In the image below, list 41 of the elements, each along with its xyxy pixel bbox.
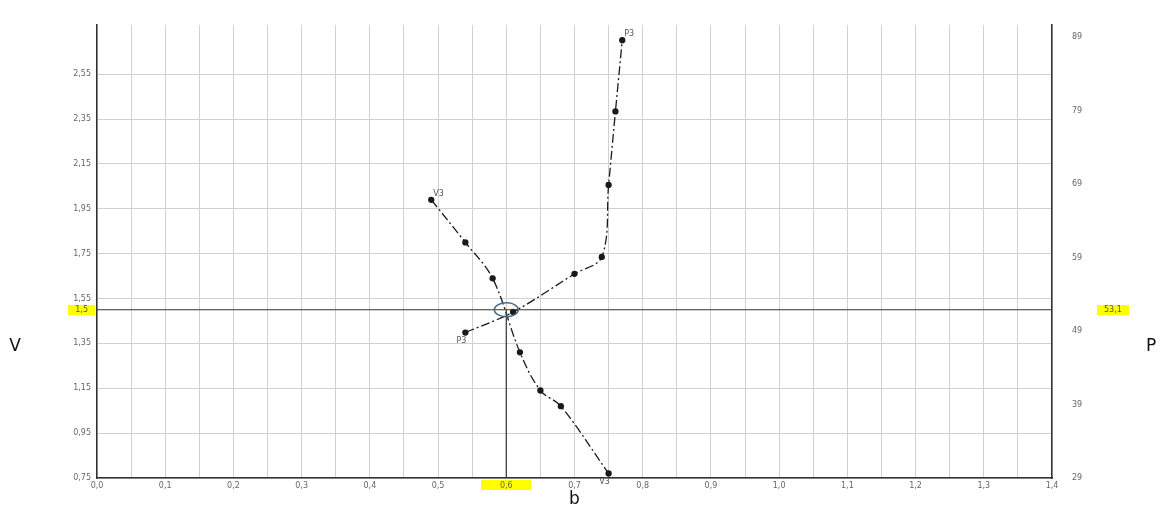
x-tick-label: 0,5 [431, 480, 445, 490]
text: V3 [599, 476, 610, 486]
y-tick-label: 0,75 [73, 473, 91, 483]
y2-tick-label: 79 [1072, 105, 1083, 115]
y2-tick-label: 29 [1072, 473, 1083, 483]
x-tick-label: 0,1 [158, 480, 172, 490]
y2-tick-label: 69 [1072, 179, 1083, 189]
y-tick-label: 1,15 [73, 383, 91, 393]
x-tick-label: 0,3 [295, 480, 309, 490]
y-tick-label: 2,55 [73, 69, 91, 79]
y-tick-label: 0,95 [73, 428, 91, 438]
x-tick-label: 0,7 [568, 480, 581, 490]
x-tick-label: 1,4 [1045, 480, 1059, 490]
x-tick-label: 0,8 [636, 480, 650, 490]
x-tick-label: 0,4 [363, 480, 377, 490]
y-tick-label: 1,35 [73, 338, 91, 348]
y2-tick-label: 39 [1072, 399, 1083, 409]
text: 53,1 [1104, 304, 1122, 314]
text: P3 [456, 335, 467, 345]
x-tick-label: 1,1 [840, 480, 854, 490]
x-axis-title: b [569, 488, 580, 507]
y-tick-label: 1,55 [73, 293, 91, 303]
x-tick-label: 1,3 [977, 480, 991, 490]
x-tick-label: 1,2 [909, 480, 922, 490]
x-tick-label: 1,0 [772, 480, 786, 490]
x-tick-label: 0,2 [227, 480, 240, 490]
y-tick-label: 2,15 [73, 158, 91, 168]
series-label: V3 [433, 188, 444, 198]
ref-line-label: 1,5 [75, 304, 89, 314]
y-tick-label: 2,35 [73, 114, 91, 124]
y-tick-label: 1,95 [73, 203, 91, 213]
y-tick-label: 1,75 [73, 248, 91, 258]
x-tick-label: 0,0 [90, 480, 104, 490]
x-tick-label: 0,6 [499, 480, 513, 490]
y2-tick-label: 59 [1072, 252, 1083, 262]
y2-tick-label: 49 [1072, 326, 1083, 336]
y2-axis-title: P [1145, 334, 1157, 355]
y2-tick-label: 89 [1072, 32, 1083, 42]
series-label: P3 [624, 29, 635, 39]
y-axis-title: V [9, 334, 22, 355]
x-tick-label: 0,9 [704, 480, 718, 490]
